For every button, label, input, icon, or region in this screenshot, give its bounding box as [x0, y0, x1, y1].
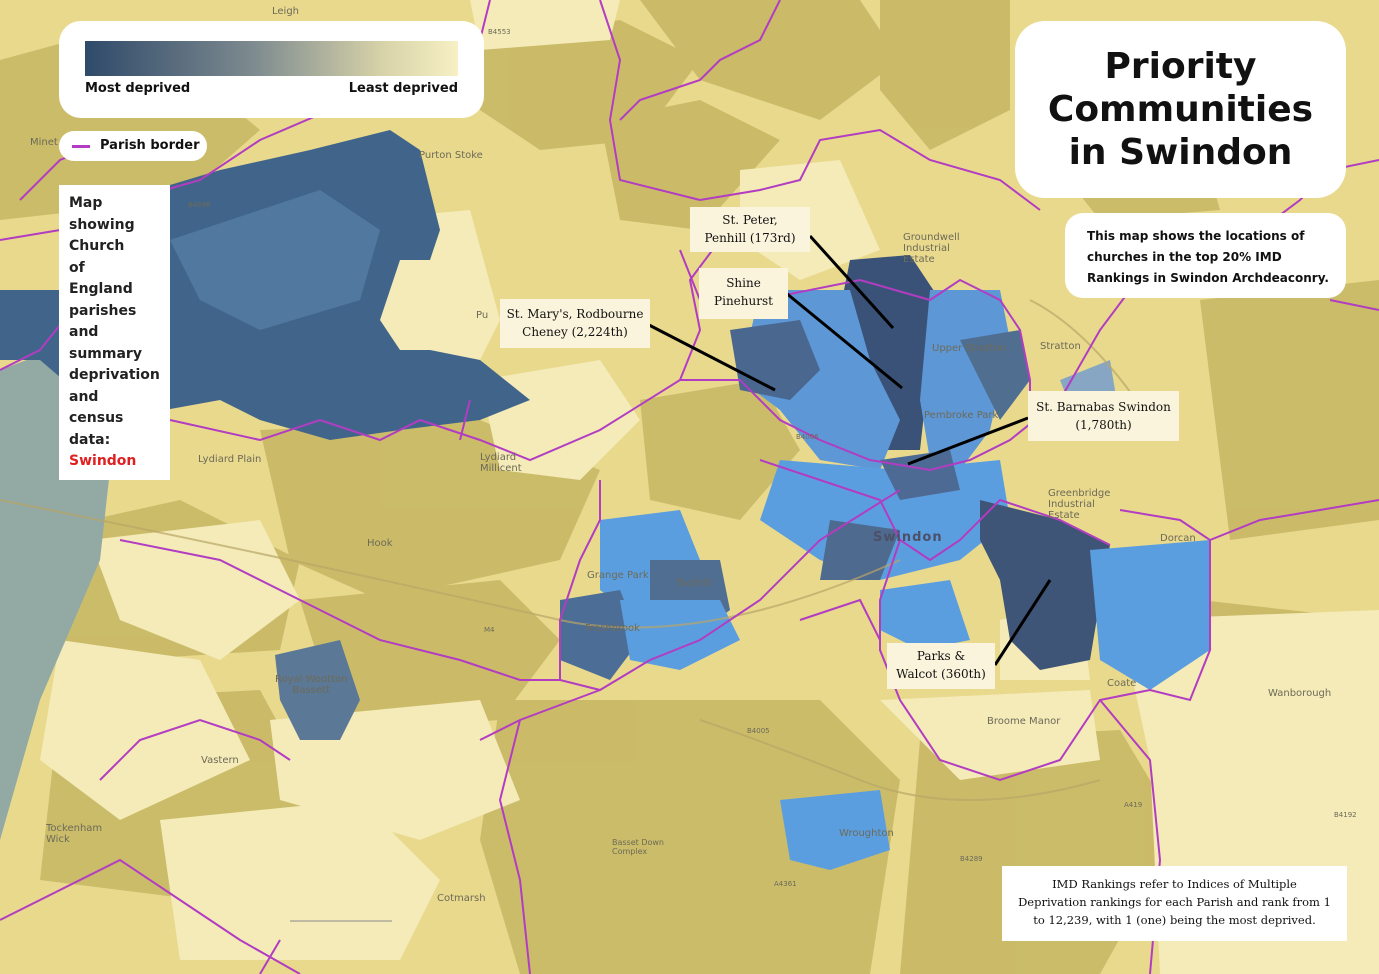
road-label: B4192: [1334, 811, 1357, 819]
title-line: Communities: [1047, 89, 1314, 130]
callout-line: Parks &: [916, 649, 966, 663]
parish-border-label: Parish border: [100, 138, 200, 153]
side-line: and: [69, 324, 99, 340]
place-label: Dorcan: [1160, 533, 1196, 544]
legend-panel: Most deprived Least deprived: [59, 21, 484, 118]
place-label: Minet: [30, 137, 58, 148]
leader-st-mary: [648, 323, 776, 392]
place-label: Upper Stratton: [932, 343, 1007, 354]
title-panel: Priority Communities in Swindon: [1015, 21, 1346, 198]
description-line: churches in the top 20% IMD: [1087, 250, 1282, 264]
title-line: Priority: [1104, 46, 1257, 87]
leader-parks: [993, 579, 1052, 666]
place-label: Wroughton: [839, 828, 894, 839]
description-line: Rankings in Swindon Archdeaconry.: [1087, 271, 1329, 285]
callout-line: Cheney (2,224th): [522, 325, 628, 339]
description-panel: This map shows the locations of churches…: [1065, 213, 1346, 298]
side-line: Church: [69, 238, 125, 254]
place-label: Pembroke Park: [924, 410, 999, 421]
callout-line: St. Mary's, Rodbourne: [506, 307, 644, 321]
callout-line: Walcot (360th): [896, 667, 986, 681]
place-label: Purton Stoke: [419, 150, 483, 161]
callout-st-peter[interactable]: St. Peter, Penhill (173rd): [690, 207, 810, 252]
leader-shine: [785, 291, 903, 390]
place-label: Stratton: [1040, 341, 1081, 352]
side-line: showing: [69, 216, 135, 233]
road-label: A419: [1124, 801, 1143, 809]
place-label: Hook: [367, 538, 393, 549]
place-label: Lydiard Plain: [198, 454, 262, 465]
road-label: B4289: [960, 855, 983, 863]
place-label: Basset Down Complex: [612, 838, 664, 856]
note-line: IMD Rankings refer to Indices of Multipl…: [1052, 877, 1297, 891]
side-line: deprivation: [69, 367, 160, 383]
place-label: Vastern: [201, 755, 239, 766]
parish-border-key: Parish border: [59, 131, 207, 161]
road-label: A4361: [774, 880, 797, 888]
legend-least-label: Least deprived: [348, 81, 458, 96]
place-label: Wanborough: [1268, 688, 1332, 699]
place-label: Leigh: [272, 6, 300, 17]
description-line: This map shows the locations of: [1087, 229, 1305, 243]
title-line: in Swindon: [1068, 132, 1293, 173]
deprivation-gradient: [85, 41, 458, 76]
road-label: M4: [484, 626, 495, 634]
callout-st-mary[interactable]: St. Mary's, Rodbourne Cheney (2,224th): [500, 299, 650, 348]
road-label: B4696: [188, 201, 211, 209]
place-label: Toothill: [676, 578, 712, 589]
side-line: parishes: [69, 302, 137, 319]
note-line: to 12,239, with 1 (one) being the most d…: [1033, 913, 1316, 927]
callout-parks-walcot[interactable]: Parks & Walcot (360th): [887, 643, 995, 689]
callout-line: Shine: [726, 276, 761, 290]
side-highlight: Swindon: [69, 453, 137, 469]
side-line: summary: [69, 345, 142, 362]
leader-st-peter: [808, 234, 895, 330]
legend-most-label: Most deprived: [85, 81, 191, 96]
callout-line: (1,780th): [1075, 418, 1132, 432]
place-label: Pu: [476, 310, 489, 321]
callout-line: Penhill (173rd): [704, 231, 796, 245]
side-line: data:: [69, 431, 111, 448]
note-line: Deprivation rankings for each Parish and…: [1018, 895, 1331, 909]
side-line: England: [69, 281, 133, 297]
side-line: Map: [69, 195, 103, 211]
callout-st-barnabas[interactable]: St. Barnabas Swindon (1,780th): [1028, 391, 1179, 441]
callout-shine[interactable]: Shine Pinehurst: [699, 268, 788, 319]
place-label: Freshbrook: [585, 623, 640, 634]
place-label: Coate: [1107, 678, 1137, 689]
road-label: B4553: [488, 28, 511, 36]
place-label: Cotmarsh: [437, 893, 486, 904]
place-label: Groundwell Industrial Estate: [903, 232, 960, 265]
place-label: Lydiard Millicent: [480, 452, 522, 474]
place-label: Greenbridge Industrial Estate: [1048, 488, 1111, 521]
place-label: Royal Wootton Bassett: [275, 674, 348, 696]
imd-note-panel: IMD Rankings refer to Indices of Multipl…: [1002, 866, 1347, 941]
side-line: census: [69, 410, 124, 426]
place-label: Broome Manor: [987, 716, 1061, 727]
callout-line: St. Barnabas Swindon: [1036, 400, 1171, 414]
place-label-swindon: Swindon: [873, 530, 943, 545]
callout-line: St. Peter,: [722, 213, 778, 227]
callout-line: Pinehurst: [714, 294, 773, 308]
map-description-panel: Map showing Church of England parishes a…: [59, 185, 170, 480]
place-label: Tockenham Wick: [46, 823, 103, 845]
parish-border-swatch: [72, 145, 90, 148]
road-label: B4006: [796, 433, 819, 441]
side-line: and: [69, 388, 99, 405]
place-label: Grange Park: [587, 570, 649, 581]
leader-st-barnabas: [907, 416, 1029, 466]
road-label: B4005: [747, 727, 770, 735]
side-line: of: [69, 259, 85, 276]
